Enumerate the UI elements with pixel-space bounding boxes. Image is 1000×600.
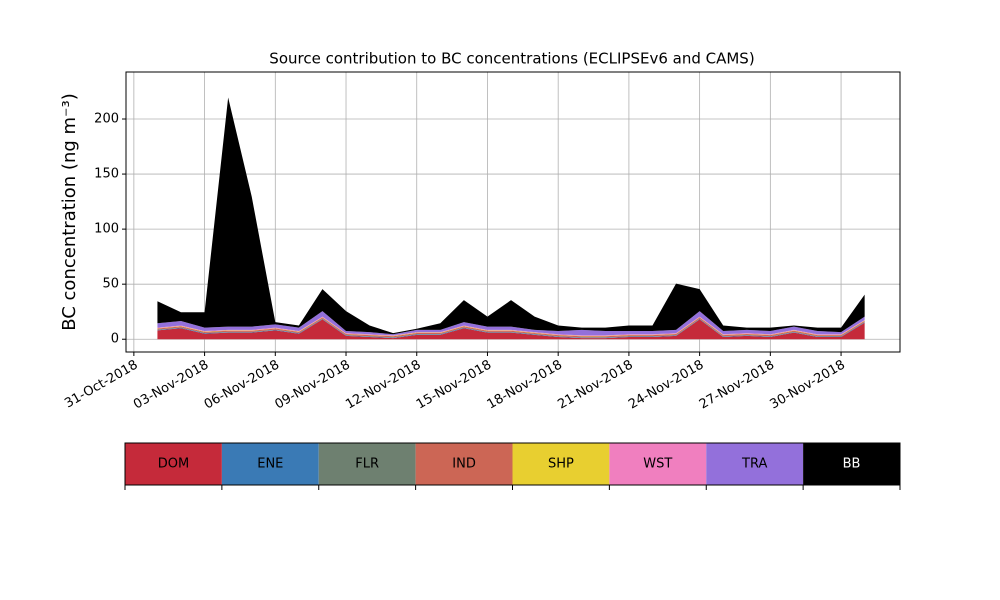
x-tick-label: 21-Nov-2018 <box>555 358 635 413</box>
legend-swatch <box>803 443 900 485</box>
y-tick-label: 50 <box>102 277 119 292</box>
y-tick-label: 150 <box>94 167 119 182</box>
legend-swatch <box>512 443 610 485</box>
legend-swatch <box>125 443 222 485</box>
x-tick-label: 30-Nov-2018 <box>768 358 848 413</box>
legend-label: IND <box>452 457 476 472</box>
legend-label: TRA <box>741 457 767 472</box>
x-tick-label: 09-Nov-2018 <box>272 358 352 413</box>
x-tick-label: 18-Nov-2018 <box>485 358 565 413</box>
x-tick-label: 06-Nov-2018 <box>202 358 282 413</box>
legend-label: BB <box>843 457 861 472</box>
area-bb <box>157 97 865 335</box>
y-tick-label: 200 <box>94 112 119 127</box>
x-tick-label: 31-Oct-2018 <box>62 358 140 412</box>
legend-label: SHP <box>548 457 574 472</box>
legend-label: FLR <box>355 457 379 472</box>
x-tick-label: 15-Nov-2018 <box>414 358 494 413</box>
x-tick-label: 03-Nov-2018 <box>131 358 211 413</box>
legend-frame <box>124 442 901 486</box>
y-tick-label: 0 <box>111 332 119 347</box>
y-tick-label: 100 <box>94 222 119 237</box>
chart-title: Source contribution to BC concentrations… <box>269 50 754 68</box>
area-dom <box>157 319 865 340</box>
y-axis-label: BC concentration (ng m⁻³) <box>59 93 80 331</box>
plot-frame <box>125 71 901 353</box>
legend-swatch <box>706 443 804 485</box>
legend-label: DOM <box>158 457 189 472</box>
legend-swatch <box>609 443 707 485</box>
legend-swatch <box>221 443 319 485</box>
legend-swatch <box>318 443 416 485</box>
x-tick-label: 12-Nov-2018 <box>343 358 423 413</box>
x-tick-label: 24-Nov-2018 <box>626 358 706 413</box>
legend-label: WST <box>643 457 672 472</box>
x-tick-label: 27-Nov-2018 <box>697 358 777 413</box>
legend-label: ENE <box>257 457 283 472</box>
legend-swatch <box>415 443 513 485</box>
